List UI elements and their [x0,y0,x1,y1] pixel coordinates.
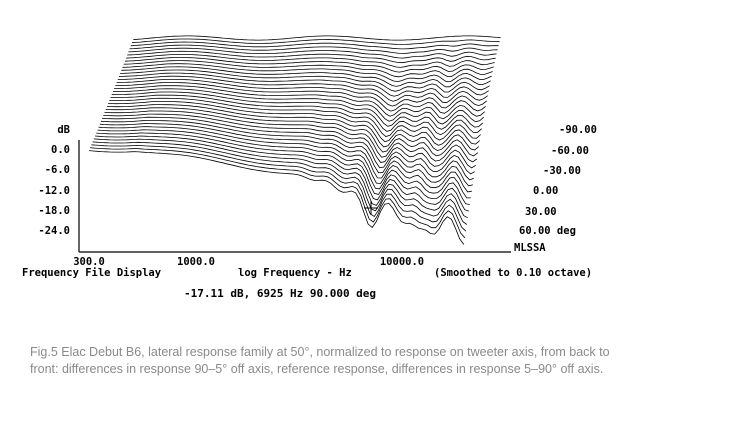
figure-caption: Fig.5 Elac Debut B6, lateral response fa… [30,345,610,376]
series-line [111,91,483,130]
series-line [108,101,481,146]
series-line [131,38,500,45]
series-line [105,107,479,157]
smoothing-note: (Smoothed to 0.10 octave) [434,267,592,279]
y-tick-label: -12.0 [38,185,70,197]
y-tick-label: -18.0 [38,205,70,217]
series-line [118,72,489,98]
series-line [104,110,478,163]
axes [78,140,511,253]
series-line [125,54,495,68]
z-tick-label: -90.00 [559,124,597,136]
series-line [128,47,497,59]
series-line [130,41,499,50]
left-title: Frequency File Display [22,267,162,279]
series-line [88,150,465,245]
response-curves [88,35,501,252]
series-line [102,116,475,175]
series-line [127,50,496,64]
series-line [120,69,490,93]
series-line [103,113,477,169]
series-line [116,79,487,109]
series-line [99,123,473,187]
z-tick-label: 60.00 deg [519,225,576,237]
series-line [97,129,471,199]
series-line [114,85,485,120]
z-tick-label: 0.00 [533,185,558,197]
x-tick-label: 1000.0 [177,256,215,268]
brand-label: MLSSA [514,242,546,254]
series-line [117,75,488,104]
z-tick-label: -60.00 [551,145,589,157]
series-line [112,88,484,125]
y-tick-label: -6.0 [45,164,70,176]
series-line [98,126,472,193]
series-line [121,66,491,88]
series-line [109,97,481,141]
series-mask [89,150,464,252]
series-line [123,60,493,78]
series-line [133,35,501,41]
y-tick-label: 0.0 [51,144,70,156]
series-line [93,138,468,219]
x-tick-label: 300.0 [73,256,105,268]
x-tick-label: 10000.0 [380,256,424,268]
series-line [92,141,468,225]
series-line [106,104,480,152]
series-line [90,147,466,239]
series-line [122,63,492,83]
z-tick-label: 30.00 [525,206,557,218]
z-tick-label: -30.00 [543,165,581,177]
series-line [96,132,470,205]
x-axis-title: log Frequency - Hz [238,267,352,279]
waterfall-chart: dB 0.0 -6.0 -12.0 -18.0 -24.0 300.0 1000… [22,35,597,300]
series-line [124,57,494,73]
y-tick-label: -24.0 [38,225,70,237]
series-line [100,120,474,181]
series-line [129,44,498,54]
series-line [110,94,482,136]
cursor-marker [364,201,378,215]
y-axis-label: dB [57,124,70,136]
series-line [94,135,469,212]
cursor-readout: -17.11 dB, 6925 Hz 90.000 deg [184,287,376,300]
series-line [91,144,467,232]
series-line [115,82,486,114]
